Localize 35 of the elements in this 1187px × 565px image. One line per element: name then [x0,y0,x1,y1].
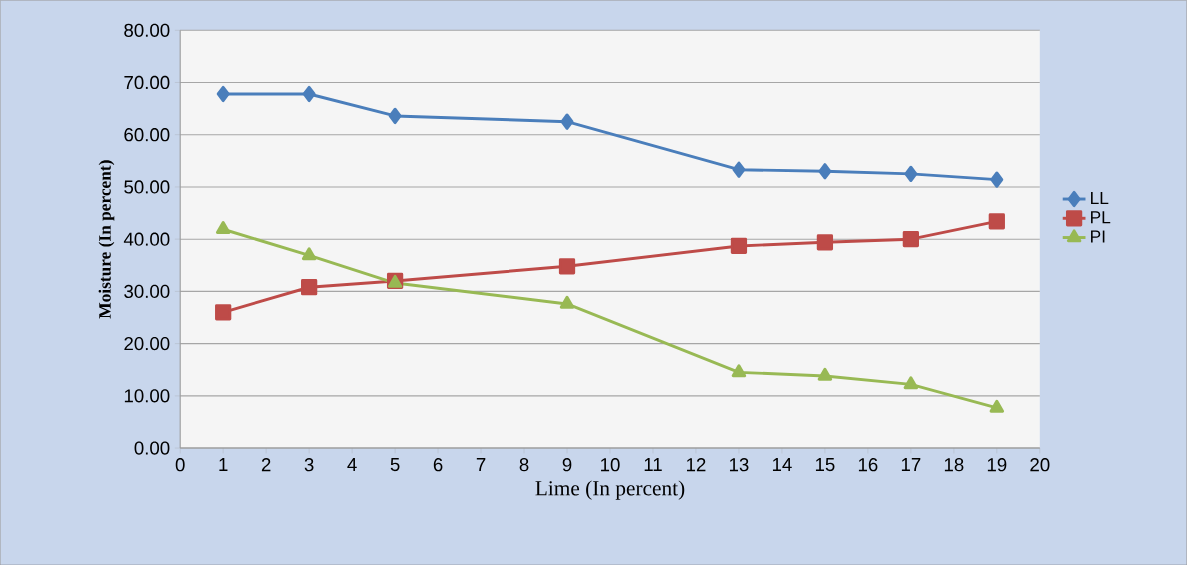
x-axis-title: Lime (In percent) [535,480,685,500]
x-tick-label: 5 [390,457,400,471]
x-tick-label: 12 [687,457,706,471]
x-tick-label: 13 [729,457,749,472]
y-tick-label: 70.00 [124,75,170,89]
x-tick-label: 10 [601,457,620,472]
x-tick-label: 4 [347,457,357,471]
legend-label: PI [1091,230,1105,243]
x-tick-label: 6 [433,457,443,472]
x-tick-label: 14 [772,457,792,471]
x-tick-label: 20 [1030,457,1050,472]
x-tick-label: 15 [815,457,835,471]
y-tick-label: 50.00 [124,180,170,194]
y-axis-title: Moisture (In percent) [98,160,115,319]
legend-label: LL [1091,191,1109,204]
x-tick-label: 8 [519,457,529,472]
x-tick-label: 17 [901,457,921,471]
y-tick-label: 80.00 [124,23,170,37]
legend-label: PL [1091,211,1111,224]
x-tick-label: 11 [644,457,662,471]
x-tick-label: 2 [261,457,271,471]
x-tick-label: 0 [175,457,185,472]
x-tick-label: 7 [476,457,486,471]
x-tick-label: 1 [219,457,228,471]
x-tick-label: 16 [858,457,878,472]
x-tick-label: 19 [987,457,1007,472]
x-tick-label: 3 [304,457,314,472]
y-tick-label: 20.00 [124,336,170,351]
y-tick-label: 30.00 [124,284,170,298]
y-tick-label: 0.00 [134,441,170,455]
x-tick-label: 18 [944,457,964,472]
y-tick-label: 60.00 [124,127,170,142]
x-tick-label: 9 [562,457,572,472]
y-tick-label: 10.00 [124,389,170,403]
y-tick-label: 40.00 [123,232,170,246]
